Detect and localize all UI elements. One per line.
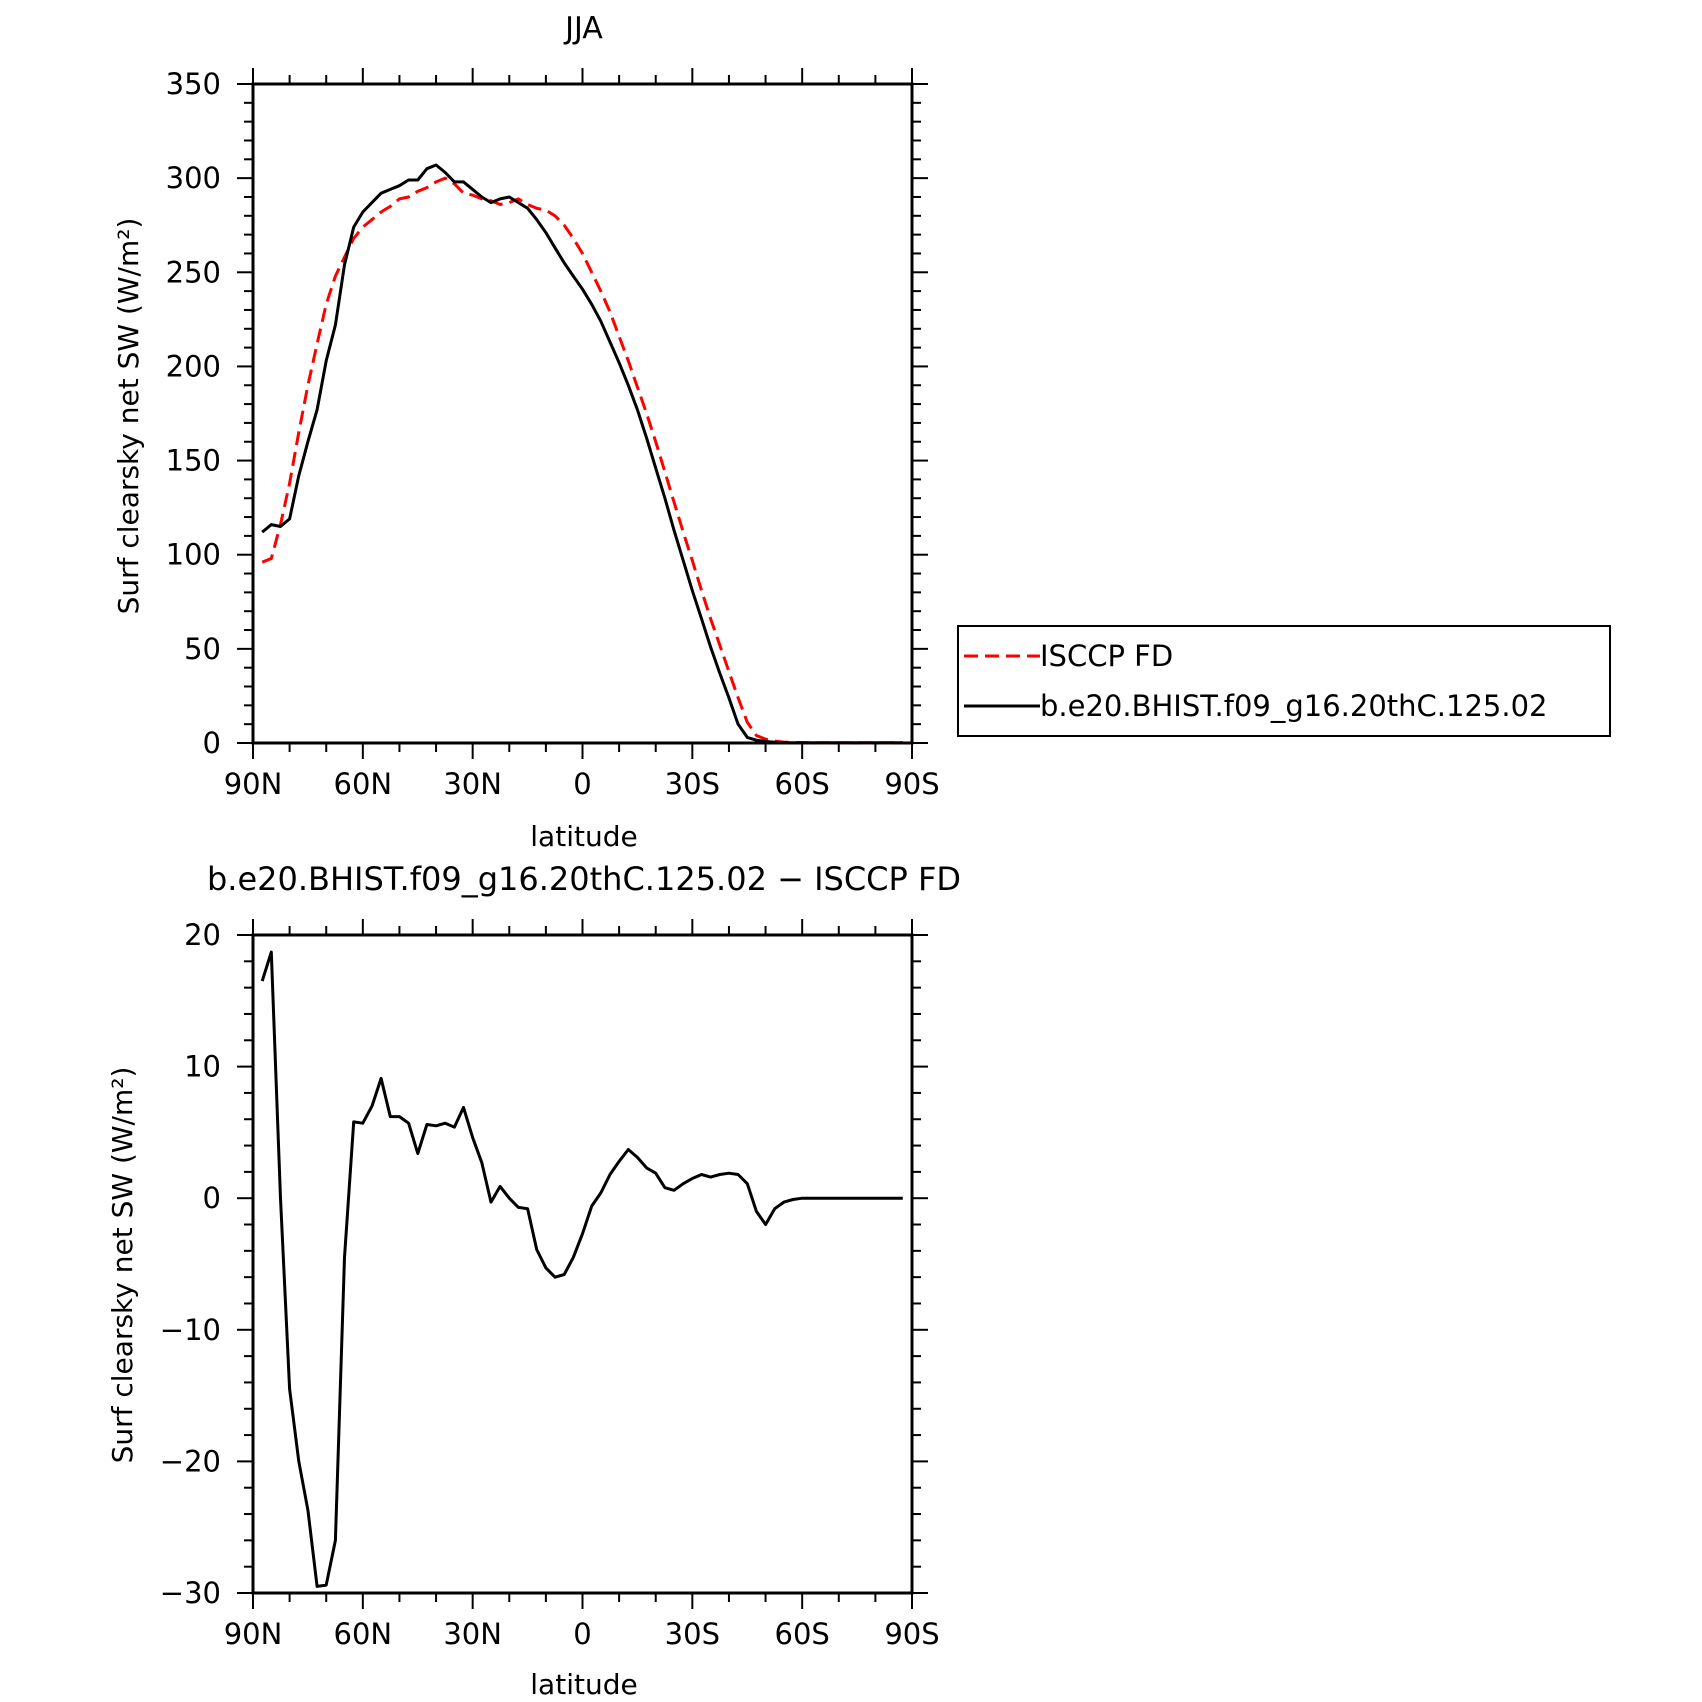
top-y-tick-label: 350: [166, 67, 221, 101]
top-y-tick-label: 150: [166, 444, 221, 478]
bottom-x-tick-label: 0: [573, 1617, 591, 1651]
bottom-x-axis-label: latitude: [530, 1668, 637, 1701]
bottom-y-tick-label: 10: [184, 1050, 221, 1084]
top-y-axis-label: Surf clearsky net SW (W/m²): [112, 218, 145, 615]
bottom-series-line-0: [260, 950, 903, 1588]
top-y-tick-label: 250: [166, 255, 221, 289]
top-y-tick-label: 50: [184, 632, 221, 666]
bottom-y-axis-label: Surf clearsky net SW (W/m²): [106, 1067, 139, 1464]
bottom-y-tick-label: 0: [203, 1181, 221, 1215]
bottom-x-tick-label: 90N: [224, 1617, 283, 1651]
top-panel: JJA 90N 60N 30N 0 30S 60S 90S 0 50 100 150 200 250 30…: [112, 11, 940, 853]
bottom-panel: b.e20.BHIST.f09_g16.20thC.125.02 − ISCCP…: [106, 860, 961, 1701]
bottom-x-tick-label: 30N: [443, 1617, 502, 1651]
top-x-tick-label: 0: [573, 767, 591, 801]
top-x-axis-label: latitude: [530, 820, 637, 853]
bottom-y-tick-label: 20: [184, 918, 221, 952]
top-series-line-1: [261, 163, 903, 745]
top-series-line-0: [261, 176, 903, 745]
bottom-y-tick-label: −30: [160, 1576, 221, 1610]
top-x-tick-label: 30N: [443, 767, 502, 801]
bottom-y-tick-label: −10: [160, 1313, 221, 1347]
top-y-tick-label: 0: [203, 726, 221, 760]
legend: ISCCP FD b.e20.BHIST.f09_g16.20thC.125.0…: [957, 625, 1611, 737]
top-x-tick-label: 60S: [775, 767, 830, 801]
top-y-tick-label: 300: [166, 161, 221, 195]
top-x-tick-label: 90S: [884, 767, 939, 801]
top-plot-frame: [251, 82, 914, 745]
bottom-x-tick-label: 90S: [884, 1617, 939, 1651]
top-plot-area: 90N 60N 30N 0 30S 60S 90S 0 50 100 150 200 250 300 350: [166, 67, 940, 801]
legend-box: [957, 625, 1611, 737]
bottom-panel-title: b.e20.BHIST.f09_g16.20thC.125.02 − ISCCP…: [207, 860, 961, 898]
bottom-x-tick-label: 60S: [775, 1617, 830, 1651]
bottom-plot-area: 90N 60N 30N 0 30S 60S 90S −30 −20 −10 0 10 20: [160, 918, 940, 1651]
bottom-plot-frame: [251, 933, 914, 1595]
bottom-x-tick-label: 60N: [334, 1617, 393, 1651]
top-y-tick-label: 200: [166, 349, 221, 383]
legend-label-model: b.e20.BHIST.f09_g16.20thC.125.02: [1040, 689, 1547, 723]
top-x-tick-label: 30S: [665, 767, 720, 801]
top-x-tick-label: 90N: [224, 767, 283, 801]
bottom-y-tick-label: −20: [160, 1444, 221, 1478]
bottom-x-tick-label: 30S: [665, 1617, 720, 1651]
top-y-tick-label: 100: [166, 538, 221, 572]
legend-label-isccp: ISCCP FD: [1040, 639, 1173, 673]
top-x-tick-label: 60N: [334, 767, 393, 801]
top-panel-title: JJA: [563, 11, 603, 46]
